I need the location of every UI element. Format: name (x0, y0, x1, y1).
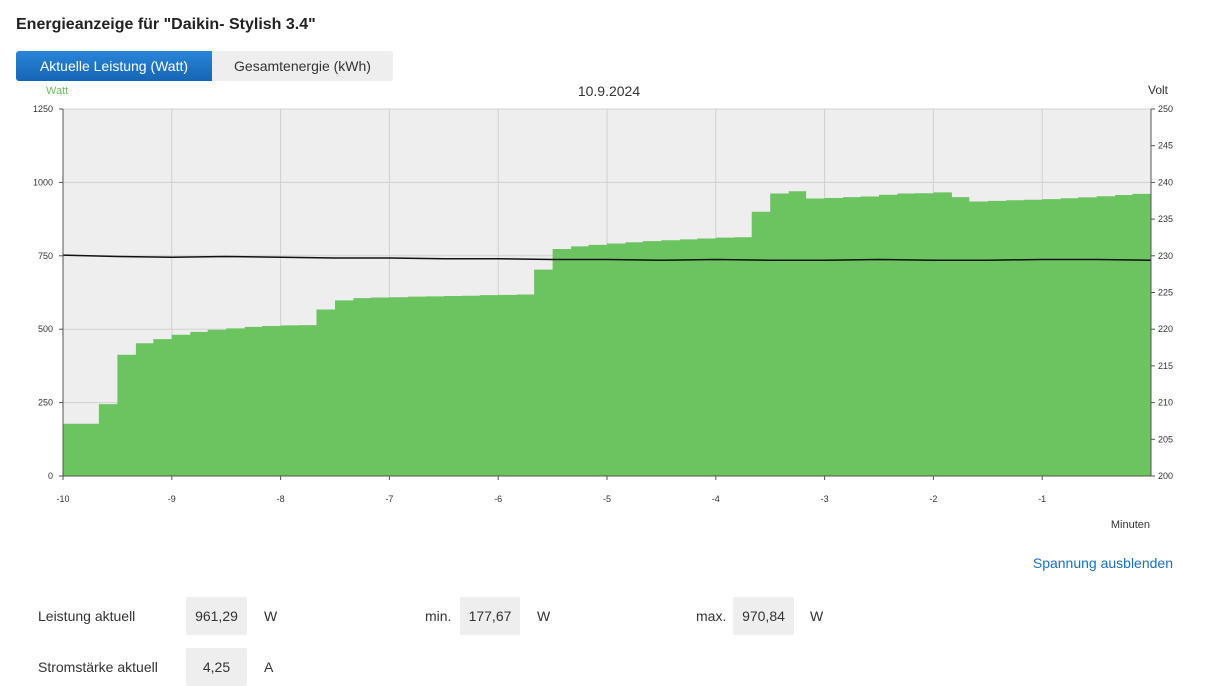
power-min-label: min. (425, 608, 451, 624)
power-max-unit: W (810, 608, 823, 624)
power-current-unit: W (264, 608, 277, 624)
power-min-value: 177,67 (460, 597, 520, 635)
y-left-tick-label: 500 (38, 324, 53, 334)
x-tick-label: -4 (712, 494, 720, 504)
x-tick-label: -8 (277, 494, 285, 504)
tab-total-energy[interactable]: Gesamtenergie (kWh) (212, 51, 393, 81)
y-right-tick-label: 220 (1158, 324, 1173, 334)
y-right-tick-label: 225 (1158, 288, 1173, 298)
y-left-tick-label: 750 (38, 251, 53, 261)
power-chart: -10-9-8-7-6-5-4-3-2-10250500750100012502… (0, 80, 1220, 540)
power-min-unit: W (537, 608, 550, 624)
y-right-tick-label: 245 (1158, 141, 1173, 151)
chart-title: 10.9.2024 (578, 83, 640, 99)
x-tick-label: -2 (929, 494, 937, 504)
y-left-tick-label: 1000 (33, 177, 53, 187)
y-right-tick-label: 205 (1158, 434, 1173, 444)
power-current-value: 961,29 (186, 597, 247, 635)
x-axis-title: Minuten (1111, 519, 1150, 531)
y-right-tick-label: 250 (1158, 104, 1173, 114)
y-left-tick-label: 250 (38, 398, 53, 408)
y-left-tick-label: 1250 (33, 104, 53, 114)
hide-voltage-link[interactable]: Spannung ausblenden (1033, 555, 1173, 571)
x-tick-label: -7 (385, 494, 393, 504)
power-max-value: 970,84 (733, 597, 794, 635)
x-tick-label: -6 (494, 494, 502, 504)
chart-tabs: Aktuelle Leistung (Watt) Gesamtenergie (… (16, 51, 393, 81)
power-max-label: max. (696, 608, 726, 624)
y-right-tick-label: 215 (1158, 361, 1173, 371)
x-tick-label: -9 (168, 494, 176, 504)
x-tick-label: -10 (56, 494, 69, 504)
current-value: 4,25 (186, 648, 247, 686)
y-right-tick-label: 210 (1158, 398, 1173, 408)
current-unit: A (264, 659, 273, 675)
current-label: Stromstärke aktuell (38, 659, 158, 675)
x-tick-label: -3 (821, 494, 829, 504)
tab-current-power[interactable]: Aktuelle Leistung (Watt) (16, 51, 212, 81)
y-right-tick-label: 240 (1158, 177, 1173, 187)
y-right-tick-label: 200 (1158, 471, 1173, 481)
power-current-label: Leistung aktuell (38, 608, 135, 624)
y-left-axis-title: Watt (46, 85, 68, 97)
y-left-tick-label: 0 (48, 471, 53, 481)
y-right-axis-title: Volt (1148, 83, 1169, 97)
x-tick-label: -1 (1038, 494, 1046, 504)
y-right-tick-label: 235 (1158, 214, 1173, 224)
page-title: Energieanzeige für "Daikin- Stylish 3.4" (16, 16, 316, 34)
y-right-tick-label: 230 (1158, 251, 1173, 261)
x-tick-label: -5 (603, 494, 611, 504)
